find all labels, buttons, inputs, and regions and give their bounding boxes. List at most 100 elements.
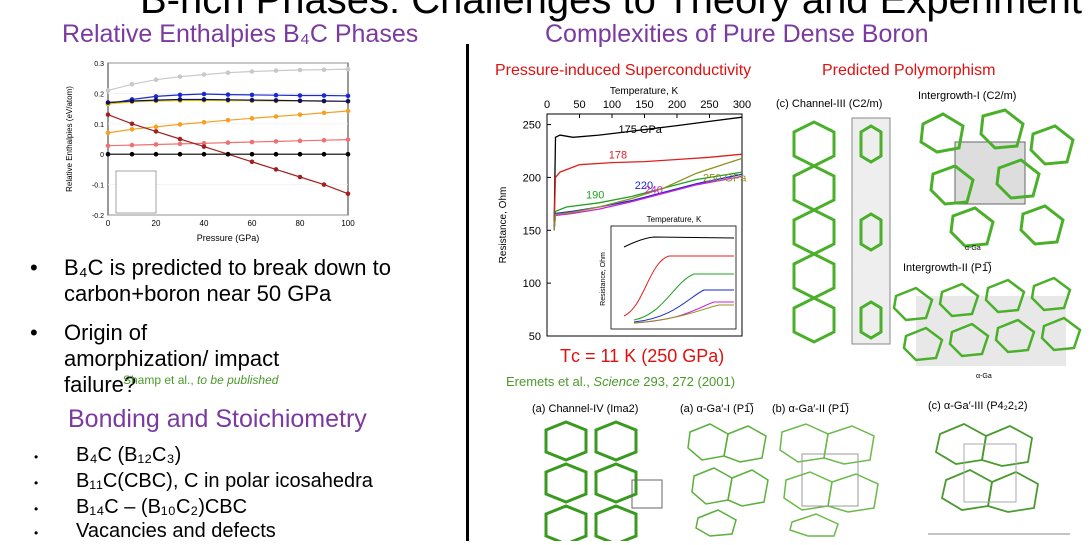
enthalpy-point — [345, 66, 351, 72]
resistance-series-label: 240 — [645, 184, 663, 196]
stoich-item-3-text: B₁₄C – (B₁₀C₂)CBC — [76, 496, 248, 518]
bullet-amorphization-text: Origin of amorphization/ impact failure? — [64, 320, 280, 397]
enthalpy-xtick-label: 40 — [200, 219, 209, 228]
enthalpy-point — [105, 88, 111, 93]
citation-eremets-author: Eremets et al., — [506, 374, 594, 389]
enthalpy-xtick-label: 100 — [341, 219, 355, 228]
enthalpy-point — [345, 137, 351, 142]
heading-bonding: Bonding and Stoichiometry — [68, 405, 367, 433]
resistance-series-line — [553, 153, 743, 226]
enthalpy-point — [321, 137, 327, 143]
enthalpy-point — [177, 97, 183, 102]
resistance-series-line — [553, 171, 743, 226]
heading-boron: Complexities of Pure Dense Boron — [545, 20, 929, 48]
enthalpy-x-label: Pressure (GPa) — [197, 233, 260, 243]
enthalpy-point — [105, 130, 111, 136]
enthalpy-point — [129, 151, 135, 157]
enthalpy-point — [201, 97, 207, 102]
inset-curve-250 — [633, 304, 734, 324]
inset-curve-220 — [633, 289, 734, 323]
label-aga3: (c) α-Ga′-III (P4₂2₁2) — [928, 400, 1028, 412]
enthalpy-point — [273, 68, 279, 73]
structure-intergrowth2: α-Ga — [892, 276, 1082, 380]
resistance-xtick-label: 150 — [635, 99, 653, 111]
enthalpy-point — [129, 142, 135, 148]
structure-aga1 — [687, 423, 769, 537]
resistance-series-label: 175 GPa — [619, 124, 663, 136]
enthalpy-point — [297, 112, 303, 117]
citation-eremets: Eremets et al., Science 293, 272 (2001) — [506, 374, 735, 389]
enthalpy-point — [177, 74, 183, 79]
structure-aga3 — [928, 423, 1070, 535]
structure-channel4 — [544, 420, 663, 541]
resistance-xtick-label: 100 — [603, 99, 621, 111]
enthalpy-point — [273, 139, 279, 144]
enthalpy-point — [249, 97, 255, 103]
enthalpy-point — [297, 67, 303, 73]
enthalpy-xtick-label: 80 — [296, 219, 305, 228]
subhead-superconductivity: Pressure-induced Superconductivity — [495, 62, 752, 79]
resistance-series-label: 250 GPa — [703, 173, 747, 185]
enthalpy-point — [249, 116, 255, 121]
enthalpy-point — [249, 159, 255, 165]
enthalpy-xtick-label: 60 — [248, 219, 257, 228]
citation-eremets-ref: 293, 272 (2001) — [639, 374, 736, 389]
stoich-item-4-text: Vacancies and defects — [76, 520, 276, 542]
resistance-series-label: 178 — [609, 149, 627, 161]
subhead-polymorphism: Predicted Polymorphism — [822, 62, 996, 79]
resistance-y-label: Resistance, Ohm — [498, 187, 509, 264]
resistance-xtick-label: 200 — [668, 99, 686, 111]
inset-curve-175 — [623, 236, 735, 248]
enthalpy-y-label: Relative Enthalpies (eV/atom) — [65, 86, 74, 192]
enthalpy-point — [225, 151, 231, 157]
enthalpy-point — [345, 99, 351, 104]
bullet-breakdown: • B₄C is predicted to break down to carb… — [30, 255, 430, 307]
intergrowth2-aga-label: α-Ga — [976, 373, 992, 380]
enthalpy-point — [105, 112, 111, 117]
structure-channel3 — [792, 117, 891, 345]
enthalpy-point — [249, 92, 255, 98]
label-channel4: (a) Channel-IV (Ima2) — [532, 403, 639, 415]
enthalpy-point — [345, 93, 351, 99]
enthalpy-point — [201, 91, 207, 97]
enthalpy-point — [129, 98, 135, 104]
label-intergrowth1: Intergrowth-I (C2/m) — [918, 90, 1017, 102]
label-intergrowth2: Intergrowth-II (P1̅) — [903, 262, 992, 274]
enthalpy-point — [105, 100, 111, 105]
resistance-series-line — [553, 173, 743, 231]
enthalpy-point — [201, 140, 207, 146]
citation-shamp: Shamp et al., to be published — [123, 373, 278, 387]
enthalpy-ytick-label: 0.3 — [94, 61, 104, 68]
enthalpy-point — [297, 138, 303, 144]
enthalpy-ytick-label: 0 — [100, 152, 104, 159]
heading-enthalpy: Relative Enthalpies B₄C Phases — [62, 20, 419, 48]
enthalpy-point — [225, 92, 231, 97]
stoich-item-1-text: B₄C (B₁₂C₃) — [76, 444, 182, 466]
resistance-ytick-label: 250 — [523, 120, 541, 132]
resistance-ytick-label: 200 — [523, 172, 541, 184]
resistance-ytick-label: 50 — [529, 331, 541, 343]
enthalpy-point — [297, 93, 303, 98]
enthalpy-point — [321, 151, 327, 157]
enthalpy-point — [177, 92, 183, 98]
enthalpy-point — [345, 191, 351, 197]
resistance-series-line — [553, 157, 743, 231]
enthalpy-ytick-label: -0.2 — [92, 213, 104, 220]
enthalpy-point — [225, 140, 231, 145]
enthalpy-point — [201, 72, 207, 77]
enthalpy-point — [201, 144, 207, 149]
resistance-x-label: Temperature, K — [610, 86, 679, 97]
enthalpy-point — [273, 98, 279, 103]
intergrowth1-aga-label: α-Ga — [965, 245, 981, 252]
enthalpy-point — [249, 151, 255, 157]
enthalpy-point — [273, 92, 279, 98]
label-channel3: (c) Channel-III (C2/m) — [776, 98, 883, 110]
enthalpy-point — [321, 182, 327, 187]
enthalpy-point — [321, 67, 327, 72]
bullet-breakdown-text: B₄C is predicted to break down to carbon… — [64, 255, 391, 306]
enthalpy-ytick-label: 0.1 — [94, 122, 104, 129]
enthalpy-point — [177, 136, 183, 142]
enthalpy-point — [129, 121, 135, 127]
vertical-divider — [466, 44, 469, 541]
resistance-ytick-label: 150 — [523, 225, 541, 237]
